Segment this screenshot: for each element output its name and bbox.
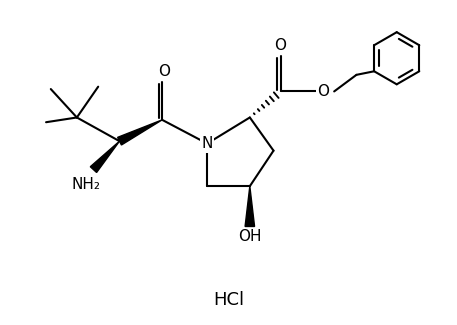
Text: N: N — [202, 136, 213, 151]
Polygon shape — [117, 120, 162, 145]
Text: O: O — [317, 84, 329, 99]
Polygon shape — [245, 186, 255, 227]
Text: NH₂: NH₂ — [72, 177, 101, 192]
Text: O: O — [275, 38, 287, 53]
Polygon shape — [90, 141, 120, 173]
Text: OH: OH — [238, 229, 261, 244]
Text: O: O — [159, 64, 170, 79]
Text: HCl: HCl — [213, 291, 244, 309]
